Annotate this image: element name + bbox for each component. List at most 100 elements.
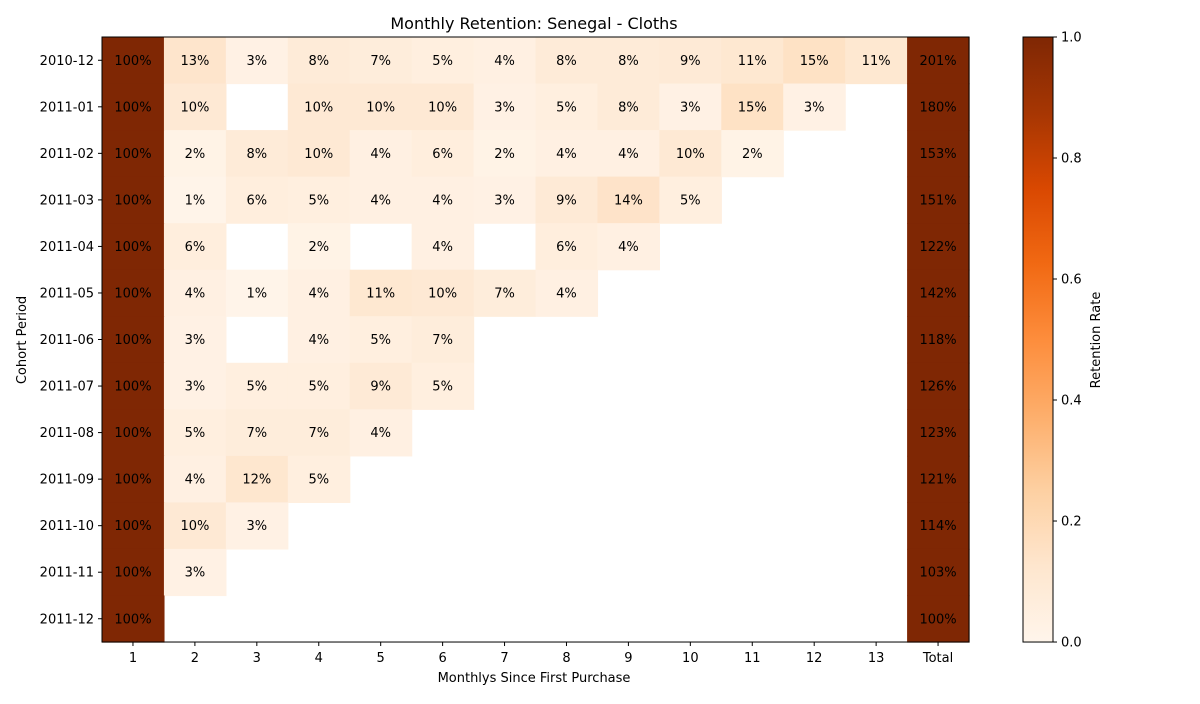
heatmap-cell [349, 316, 413, 364]
heatmap-cell [102, 502, 165, 550]
x-tick-label: 13 [868, 651, 885, 666]
heatmap-cell [659, 37, 722, 85]
x-tick-label: 8 [562, 651, 570, 666]
y-tick-label: 2011-07 [40, 380, 94, 395]
heatmap-cell [597, 37, 660, 85]
y-tick-label: 2011-04 [40, 240, 94, 255]
colorbar-tick-label: 1.0 [1061, 31, 1082, 46]
cell-value-label: 100% [114, 193, 151, 208]
cell-value-label: 5% [247, 380, 268, 395]
cell-value-label: 100% [114, 54, 151, 69]
cell-value-label: 4% [370, 426, 391, 441]
cell-value-label: 100% [114, 286, 151, 301]
cell-value-label: 10% [304, 147, 333, 162]
cell-value-label: 126% [919, 380, 956, 395]
chart-title: Monthly Retention: Senegal - Cloths [390, 14, 677, 33]
cell-value-label: 11% [738, 54, 767, 69]
heatmap-cell [163, 362, 227, 410]
cell-value-label: 118% [919, 333, 956, 348]
cell-value-label: 2% [185, 147, 206, 162]
cell-value-label: 8% [247, 147, 268, 162]
y-tick-label: 2011-10 [40, 519, 94, 534]
cell-value-label: 114% [919, 519, 956, 534]
heatmap-cell [102, 548, 165, 597]
cell-value-label: 3% [680, 100, 701, 115]
heatmap-cell [287, 83, 351, 131]
heatmap-cell [163, 223, 227, 271]
heatmap-cell [287, 316, 351, 364]
heatmap-cell [411, 176, 475, 224]
cell-value-label: 142% [919, 286, 956, 301]
x-axis-label: Monthlys Since First Purchase [438, 671, 631, 686]
heatmap-cell [349, 176, 413, 224]
heatmap-cell [225, 409, 289, 457]
cell-value-label: 3% [247, 54, 268, 69]
y-tick-label: 2011-11 [40, 566, 94, 581]
cell-value-label: 100% [919, 612, 956, 627]
cell-value-label: 10% [180, 519, 209, 534]
heatmap-cell [411, 269, 475, 317]
colorbar-tick-label: 0.4 [1061, 394, 1082, 409]
heatmap-cells: 100% 13% 3% 8% 7% 5% 4% 8% 8% 9% 11% 15% 11% 201% 100%… [101, 36, 970, 643]
colorbar-label: Retention Rate [1089, 292, 1104, 389]
heatmap-cell [102, 176, 165, 224]
heatmap-cell [597, 223, 660, 271]
cell-value-label: 123% [919, 426, 956, 441]
cell-value-label: 5% [432, 380, 453, 395]
cell-value-label: 180% [919, 100, 956, 115]
cell-value-label: 2% [308, 240, 329, 255]
heatmap-cell [102, 269, 165, 317]
cell-value-label: 100% [114, 519, 151, 534]
x-tick-label: 1 [129, 651, 137, 666]
y-tick-label: 2011-09 [40, 473, 94, 488]
heatmap-cell [473, 83, 537, 131]
heatmap-cell [473, 269, 537, 317]
heatmap-cell [907, 37, 970, 85]
heatmap-cell [411, 316, 475, 364]
x-tick-label: 5 [377, 651, 385, 666]
heatmap-cell [783, 83, 846, 131]
heatmap-cell [102, 409, 165, 457]
x-tick-label: Total [922, 651, 953, 666]
heatmap-cell [473, 176, 537, 224]
y-tick-label: 2011-12 [40, 612, 94, 627]
cell-value-label: 153% [919, 147, 956, 162]
cell-value-label: 2% [494, 147, 515, 162]
cell-value-label: 10% [366, 100, 395, 115]
heatmap-cell [102, 37, 165, 85]
heatmap-cell [907, 409, 970, 457]
cell-value-label: 5% [432, 54, 453, 69]
cell-value-label: 15% [738, 100, 767, 115]
cell-value-label: 10% [180, 100, 209, 115]
heatmap-cell [287, 409, 351, 457]
heatmap-cell [721, 83, 784, 131]
cell-value-label: 4% [556, 286, 577, 301]
heatmap-cell [907, 223, 970, 271]
cell-value-label: 8% [556, 54, 577, 69]
cell-value-label: 10% [304, 100, 333, 115]
cell-value-label: 1% [185, 193, 206, 208]
cell-value-label: 100% [114, 566, 151, 581]
heatmap-cell [102, 83, 165, 131]
y-tick-label: 2011-05 [40, 286, 94, 301]
cell-value-label: 5% [370, 333, 391, 348]
x-tick-label: 6 [438, 651, 446, 666]
heatmap-cell [907, 502, 970, 550]
heatmap-cell [535, 269, 599, 317]
cell-value-label: 1% [247, 286, 268, 301]
heatmap-cell [163, 83, 227, 131]
cell-value-label: 4% [185, 473, 206, 488]
y-tick-label: 2011-08 [40, 426, 94, 441]
heatmap-cell [411, 130, 475, 178]
cell-value-label: 9% [680, 54, 701, 69]
heatmap-cell [225, 176, 289, 224]
heatmap-cell [163, 455, 227, 503]
cell-value-label: 11% [366, 286, 395, 301]
cell-value-label: 6% [432, 147, 453, 162]
colorbar-tick-label: 0.8 [1061, 152, 1082, 167]
heatmap-cell [225, 455, 289, 503]
cell-value-label: 103% [919, 566, 956, 581]
heatmap-cell [287, 269, 351, 317]
cell-value-label: 4% [370, 147, 391, 162]
